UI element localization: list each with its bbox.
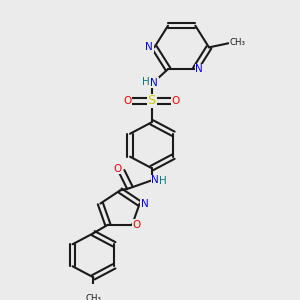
Text: S: S [148,94,156,107]
Text: N: N [196,64,203,74]
Text: CH₃: CH₃ [85,294,101,300]
Text: N: N [151,77,158,88]
Text: H: H [159,176,167,186]
Text: O: O [113,164,122,174]
Text: O: O [172,96,180,106]
Text: N: N [151,176,159,185]
Text: O: O [132,220,140,230]
Text: O: O [124,96,132,106]
Text: CH₃: CH₃ [229,38,245,47]
Text: N: N [146,42,153,52]
Text: N: N [141,199,148,208]
Text: H: H [142,76,149,87]
